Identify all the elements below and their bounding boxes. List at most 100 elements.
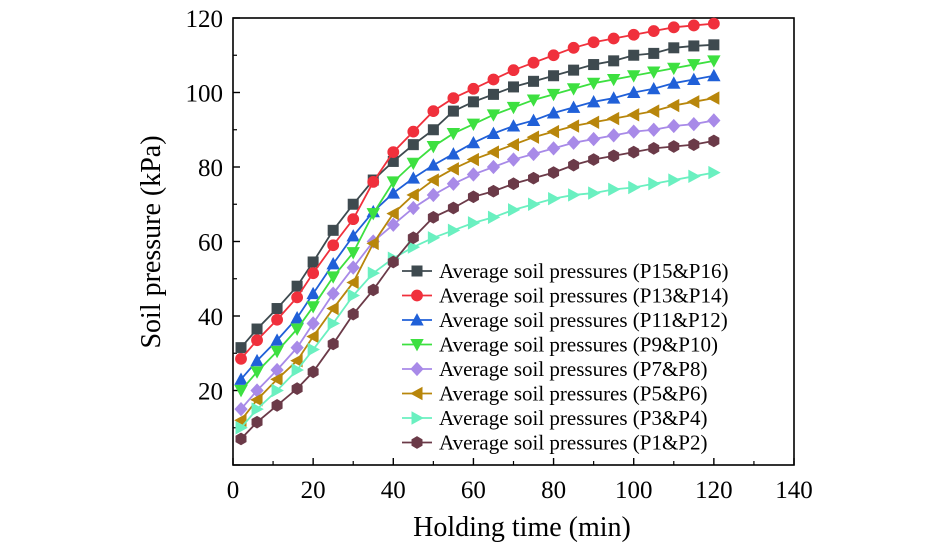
data-point [687,59,701,72]
data-point [447,105,459,117]
legend-item: Average soil pressures (P1&P2) [402,431,707,455]
data-point [447,201,459,215]
legend-marker [411,289,423,302]
data-point [251,402,264,416]
x-tick-label: 80 [541,477,566,504]
data-point [367,175,380,188]
data-point [566,83,581,96]
data-point [306,301,320,314]
legend-label: Average soil pressures (P7&P8) [439,357,707,381]
legend-item: Average soil pressures (P7&P8) [402,357,707,381]
data-point [567,41,580,54]
legend-marker [410,386,423,401]
data-point [346,260,360,275]
legend-label: Average soil pressures (P11&P12) [439,308,728,332]
data-point [647,25,660,37]
data-point [566,100,581,113]
data-point [588,186,601,200]
data-point [347,288,361,303]
data-point [627,28,640,41]
series-6 [234,91,720,428]
data-point [306,316,320,331]
data-point [688,40,700,52]
legend-marker [410,313,424,326]
data-point [647,81,661,95]
data-point [526,113,541,126]
x-tick-label: 140 [775,477,813,504]
data-point [708,134,720,148]
data-point [326,286,340,301]
data-point [270,333,284,346]
data-point [608,55,620,67]
data-point [548,70,560,82]
data-point [667,76,681,89]
data-point [347,198,359,210]
data-point [326,271,340,284]
data-point [347,213,360,226]
data-point [290,311,304,324]
data-point [568,158,580,172]
data-point [628,145,640,159]
data-point [427,210,439,224]
legend-label: Average soil pressures (P1&P2) [439,431,707,455]
data-point [588,153,600,166]
data-point [367,266,381,280]
data-point [548,166,560,179]
data-point [648,47,660,59]
data-point [687,117,701,132]
data-point [506,152,521,167]
data-point [587,36,600,49]
data-point [307,365,319,379]
data-point [546,124,560,139]
data-point [627,85,641,98]
data-point [586,115,600,130]
data-point [486,145,499,159]
legend-marker [411,265,423,277]
data-point [548,191,561,206]
y-tick-label: 60 [198,230,223,257]
data-point [446,147,461,160]
data-point [466,152,479,167]
data-point [234,413,247,428]
data-point [528,75,540,87]
data-point [427,231,441,245]
data-point [426,141,441,154]
data-point [235,432,247,446]
legend-item: Average soil pressures (P11&P12) [402,308,728,332]
y-tick-label: 40 [198,304,223,331]
data-point [250,366,264,379]
data-point [250,393,263,407]
data-point [526,94,541,107]
data-point [526,130,540,144]
data-point [407,139,419,151]
data-point [290,353,303,368]
data-point [708,39,720,51]
data-point [506,101,521,115]
data-point [647,122,661,137]
data-point [327,224,339,236]
legend-item: Average soil pressures (P13&P14) [402,284,728,308]
data-point [607,128,621,143]
data-point [606,91,621,104]
data-point [386,186,400,199]
data-point [447,92,460,104]
data-point [647,66,661,79]
data-point [487,184,499,198]
data-point [386,176,400,189]
data-point [386,217,400,232]
data-point [406,171,421,184]
data-point [506,119,521,132]
data-point [547,49,560,62]
data-point [667,118,681,134]
data-point [506,137,520,152]
data-point [251,323,263,335]
data-point [467,190,479,204]
data-point [466,167,481,182]
y-axis: 20 40 60 80 100 120 [186,6,240,466]
data-point [251,334,263,347]
legend-label: Average soil pressures (P3&P4) [439,406,707,430]
data-point [270,372,283,387]
data-point [307,267,320,280]
data-point [486,159,501,175]
